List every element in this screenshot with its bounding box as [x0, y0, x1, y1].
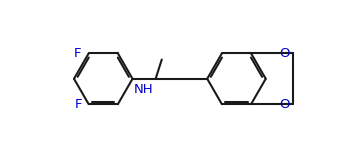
Text: O: O	[279, 98, 289, 111]
Text: F: F	[75, 98, 82, 111]
Text: O: O	[279, 47, 289, 60]
Text: NH: NH	[134, 83, 153, 96]
Text: F: F	[74, 47, 81, 60]
